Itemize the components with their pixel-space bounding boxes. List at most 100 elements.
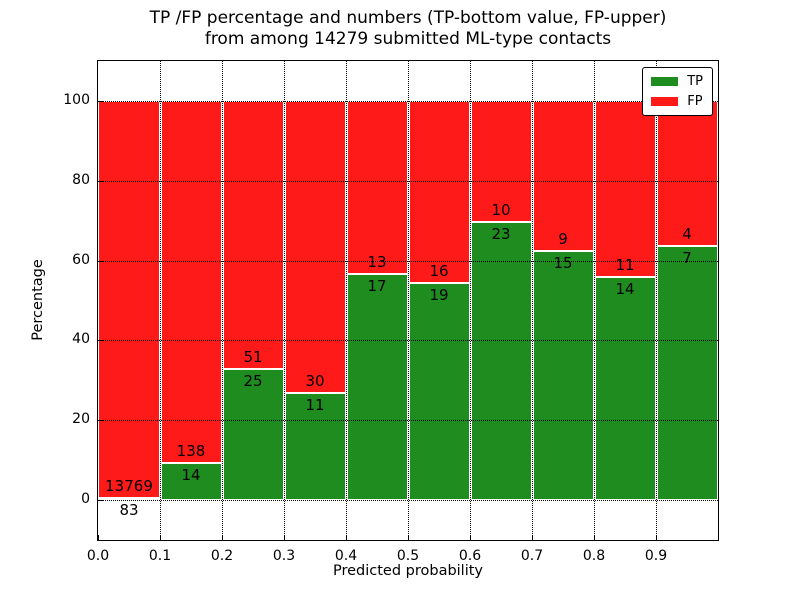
vertical-gridline-dots [593, 61, 595, 540]
legend-label-tp: TP [687, 74, 703, 89]
x-axis-label: Predicted probability [332, 563, 484, 579]
vertical-gridline [344, 61, 348, 540]
horizontal-gridline [98, 100, 718, 102]
y-tick-label: 60 [72, 251, 90, 268]
x-tick-label: 0.9 [644, 548, 668, 564]
tp-value-label: 23 [491, 224, 511, 243]
vertical-gridline-dots [407, 61, 409, 540]
fp-value-label: 13769 [105, 476, 153, 495]
x-tick-label: 0.4 [334, 548, 358, 564]
x-tick-mark [470, 535, 471, 540]
x-tick-label: 0.7 [520, 548, 544, 564]
fp-bar-segment [284, 100, 346, 393]
fp-swatch-icon [651, 97, 679, 106]
horizontal-gridline [98, 180, 718, 182]
y-tick-mark [98, 180, 103, 182]
tp-bar-segment [594, 276, 656, 501]
y-tick-mark [98, 340, 103, 342]
x-tick-label: 0.2 [210, 548, 234, 564]
y-tick-label: 0 [81, 491, 90, 508]
tp-value-label: 14 [181, 466, 201, 485]
y-tick-label: 80 [72, 171, 90, 188]
vertical-gridline [220, 61, 224, 540]
tp-value-label: 11 [305, 395, 325, 414]
y-tick-mark [98, 420, 103, 422]
y-tick-label: 100 [63, 91, 90, 108]
y-axis-label: Percentage [30, 259, 46, 341]
tp-value-label: 25 [243, 371, 263, 390]
vertical-gridline [406, 61, 410, 540]
fp-value-label: 4 [682, 225, 692, 244]
fp-value-label: 9 [558, 229, 568, 248]
tp-bar-segment [470, 221, 532, 501]
fp-bar-segment [408, 100, 470, 284]
vertical-gridline-dots [655, 61, 657, 540]
x-tick-label: 0.1 [148, 548, 172, 564]
tp-bar-segment [408, 283, 470, 501]
plot-area: 13769 83 138 14 51 25 30 11 13 17 16 19 10 23 9 15 11 14 4… [63, 60, 719, 564]
vertical-gridline-dots [469, 61, 471, 540]
tp-value-label: 17 [367, 276, 387, 295]
x-tick-mark [160, 535, 161, 540]
vertical-gridline [592, 61, 596, 540]
fp-bar-segment [346, 100, 408, 274]
y-tick-mark [98, 100, 103, 102]
x-tick-label: 0.5 [396, 548, 420, 564]
x-tick-label: 0.3 [272, 548, 296, 564]
legend-item-fp: FP [651, 95, 703, 108]
vertical-gridline [158, 61, 162, 540]
fp-bar-segment [222, 100, 284, 369]
x-tick-label: 0.8 [582, 548, 606, 564]
tp-value-label: 14 [615, 279, 635, 298]
x-tick-mark [656, 535, 657, 540]
x-tick-mark [532, 535, 533, 540]
y-tick-mark [98, 500, 103, 502]
legend-item-tp: TP [651, 75, 703, 88]
chart-title-line2: from among 14279 submitted ML-type conta… [204, 29, 612, 49]
y-tick-mark [98, 260, 103, 262]
x-tick-mark [408, 535, 409, 540]
tp-bar-segment [346, 273, 408, 501]
vertical-gridline-dots [531, 61, 533, 540]
x-tick-mark [222, 535, 223, 540]
fp-value-label: 16 [429, 262, 449, 281]
vertical-gridline [654, 61, 658, 540]
fp-value-label: 10 [491, 200, 511, 219]
fp-bar-segment [160, 100, 222, 464]
legend-label-fp: FP [687, 94, 703, 109]
x-tick-mark [284, 535, 285, 540]
tp-value-label: 19 [429, 286, 449, 305]
fp-value-label: 30 [305, 371, 325, 390]
vertical-gridline [282, 61, 286, 540]
x-tick-mark [98, 535, 99, 540]
x-tick-mark [594, 535, 595, 540]
horizontal-gridline [98, 500, 718, 502]
vertical-gridline-dots [283, 61, 285, 540]
horizontal-gridline [98, 340, 718, 342]
vertical-gridline [530, 61, 534, 540]
fp-value-label: 51 [243, 347, 263, 366]
tp-swatch-icon [651, 77, 679, 86]
horizontal-gridline [98, 420, 718, 422]
x-tick-mark [346, 535, 347, 540]
chart-title-line1: TP /FP percentage and numbers (TP-bottom… [149, 8, 667, 28]
tp-value-label: 83 [119, 500, 139, 519]
tp-value-label: 15 [553, 253, 573, 272]
x-tick-label: 0.0 [86, 548, 110, 564]
vertical-gridline-dots [221, 61, 223, 540]
vertical-gridline [468, 61, 472, 540]
horizontal-gridline [98, 260, 718, 262]
y-tick-label: 20 [72, 411, 90, 428]
tp-bar-segment [656, 246, 718, 501]
fp-value-label: 11 [615, 255, 635, 274]
legend: TP FP [642, 67, 713, 116]
vertical-gridline-dots [159, 61, 161, 540]
fp-bar-segment [98, 100, 160, 498]
tp-bar-segment [532, 250, 594, 501]
tp-value-label: 7 [682, 249, 692, 268]
fp-value-label: 138 [176, 442, 206, 461]
vertical-gridline-dots [345, 61, 347, 540]
x-tick-label: 0.6 [458, 548, 482, 564]
y-tick-label: 40 [72, 331, 90, 348]
